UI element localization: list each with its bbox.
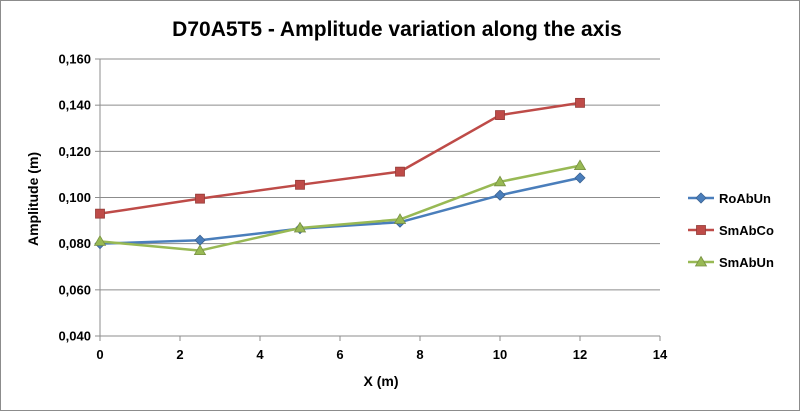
data-point-smabun <box>393 213 407 224</box>
tick-labels: 0,040 0,060 0,080 0,100 0,120 0,140 0,160 0 2 4 6 8… <box>58 52 668 363</box>
y-tick-label: 0,140 <box>58 98 91 113</box>
gridlines <box>100 58 660 291</box>
data-point-smabun <box>193 244 207 255</box>
legend-marker <box>694 255 708 267</box>
y-tick-label: 0,060 <box>58 282 91 297</box>
legend-item-smabco: SmAbCo <box>688 223 774 238</box>
legend-marker <box>696 225 706 235</box>
x-tick-label: 4 <box>256 347 264 362</box>
x-tick-label: 8 <box>416 347 423 362</box>
series-layer <box>93 97 587 255</box>
data-point-smabco <box>295 179 305 190</box>
data-point-smabco <box>495 110 505 120</box>
data-point-smabun <box>93 235 107 246</box>
y-tick-label: 0,120 <box>58 144 91 159</box>
data-point-smabco <box>575 97 585 108</box>
data-point-smabun <box>293 221 307 233</box>
y-tick-label: 0,160 <box>58 52 91 67</box>
x-tick-label: 0 <box>96 347 103 362</box>
data-point-smabun <box>493 175 507 187</box>
legend-item-smabun: SmAbUn <box>688 255 774 270</box>
x-tick-label: 14 <box>653 347 668 362</box>
data-point-smabco <box>195 193 205 204</box>
legend: RoAbUn SmAbCo SmAbUn <box>688 191 774 270</box>
data-point-roabun <box>574 172 586 184</box>
legend-marker <box>695 192 707 204</box>
series-smabun <box>93 159 587 255</box>
series-line-smabco <box>99 101 581 215</box>
data-point-roabun <box>494 189 506 201</box>
x-tick-label: 2 <box>176 347 183 362</box>
x-tick-label: 12 <box>573 347 587 362</box>
y-tick-label: 0,080 <box>58 236 91 251</box>
series-roabun <box>94 172 586 250</box>
series-smabco <box>95 97 585 219</box>
y-tick-label: 0,100 <box>58 190 91 205</box>
x-axis-title: X (m) <box>364 373 399 389</box>
legend-label: SmAbCo <box>719 223 774 238</box>
data-point-smabco <box>395 166 405 177</box>
series-line-roabun <box>99 176 581 245</box>
x-tick-label: 6 <box>336 347 343 362</box>
data-point-smabun <box>573 159 587 171</box>
chart-title: D70A5T5 - Amplitude variation along the … <box>172 18 622 41</box>
y-axis-title: Amplitude (m) <box>25 152 41 246</box>
series-line-smabun <box>99 164 581 252</box>
y-tick-label: 0,040 <box>58 329 91 344</box>
legend-label: RoAbUn <box>719 191 771 206</box>
x-tick-label: 10 <box>493 347 507 362</box>
data-point-smabco <box>95 208 105 219</box>
legend-label: SmAbUn <box>719 255 774 270</box>
legend-item-roabun: RoAbUn <box>688 191 771 206</box>
